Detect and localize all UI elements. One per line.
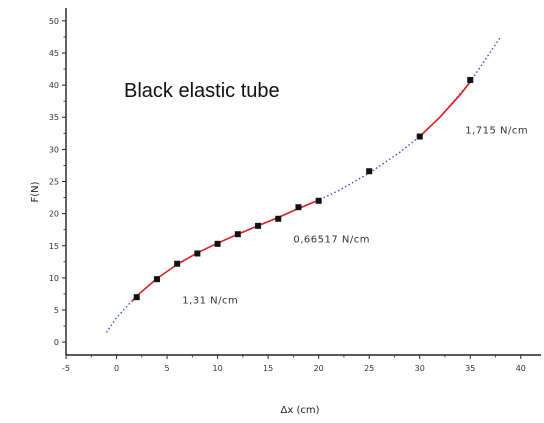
- y-tick-label: 15: [49, 242, 59, 251]
- y-axis-title: F(N): [30, 181, 41, 202]
- x-axis-title: Δx (cm): [281, 405, 320, 416]
- y-tick-label: 25: [49, 178, 59, 187]
- data-point: [255, 222, 262, 229]
- y-tick-label: 50: [49, 17, 59, 26]
- data-point: [366, 168, 373, 175]
- y-tick-label: 20: [49, 210, 59, 219]
- data-point: [194, 250, 201, 257]
- y-tick-label: 30: [49, 145, 59, 154]
- data-point: [275, 215, 282, 222]
- chart-title: Black elastic tube: [124, 80, 280, 102]
- x-tick-label: 40: [516, 364, 526, 373]
- data-point: [315, 197, 322, 204]
- linear-fit-segment: [131, 252, 198, 303]
- y-tick-label: 0: [54, 338, 59, 347]
- linear-fit-segment: [419, 81, 471, 138]
- x-tick-label: 25: [364, 364, 374, 373]
- annotations: 1,715 N/cm 0,66517 N/cm 1,31 N/cm: [182, 125, 528, 307]
- y-tick-label: 5: [54, 306, 59, 315]
- slope-annotation: 1,715 N/cm: [465, 125, 528, 136]
- data-point: [133, 294, 140, 301]
- y-tick-label: 10: [49, 274, 59, 283]
- x-tick-label: -5: [62, 364, 70, 373]
- data-point: [467, 76, 474, 83]
- x-tick-label: 10: [213, 364, 223, 373]
- slope-annotation: 1,31 N/cm: [182, 296, 238, 307]
- x-tick-label: 15: [263, 364, 273, 373]
- y-tick-label: 40: [49, 81, 59, 90]
- data-point: [234, 231, 241, 238]
- x-tick-label: 20: [314, 364, 324, 373]
- y-tick-label: 45: [49, 49, 59, 58]
- x-tick-label: 0: [114, 364, 119, 373]
- x-tick-label: 35: [465, 364, 475, 373]
- x-tick-label: 30: [415, 364, 425, 373]
- data-point: [295, 204, 302, 211]
- data-point: [416, 133, 423, 140]
- slope-annotation: 0,66517 N/cm: [293, 235, 370, 246]
- data-point: [174, 260, 181, 267]
- data-point: [214, 240, 221, 247]
- x-tick-label: 5: [165, 364, 170, 373]
- y-tick-label: 35: [49, 113, 59, 122]
- axes: 0 5 10 15 20 25 30 35 40 45 50 -5 0 5 10 15 20 25 30 35 40: [49, 8, 541, 373]
- data-point: [153, 276, 160, 283]
- series-layer: [105, 36, 502, 333]
